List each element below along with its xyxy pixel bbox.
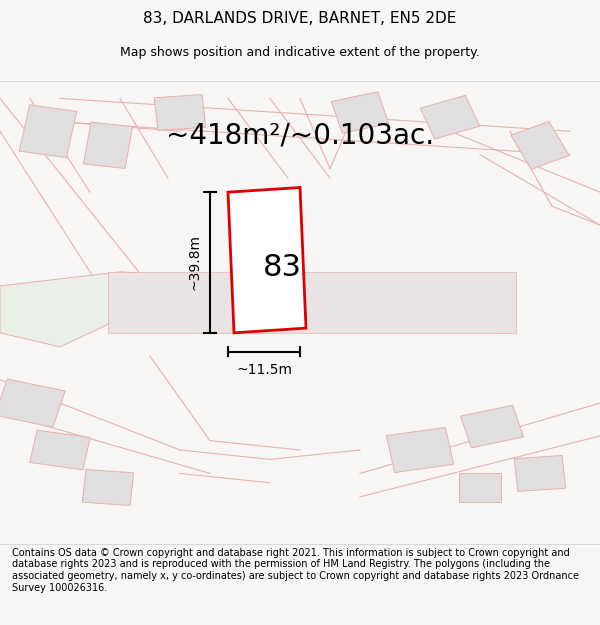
Text: ~418m²/~0.103ac.: ~418m²/~0.103ac. [166,122,434,150]
FancyBboxPatch shape [0,75,600,544]
Polygon shape [82,469,134,506]
Polygon shape [331,92,389,133]
Text: Map shows position and indicative extent of the property.: Map shows position and indicative extent… [120,46,480,59]
Polygon shape [0,272,120,347]
Text: 83: 83 [263,253,302,282]
Polygon shape [19,105,77,158]
Polygon shape [0,379,65,428]
Polygon shape [386,428,454,472]
Text: Contains OS data © Crown copyright and database right 2021. This information is : Contains OS data © Crown copyright and d… [12,548,579,592]
Polygon shape [420,96,480,139]
Polygon shape [154,94,206,131]
Polygon shape [514,456,566,491]
Polygon shape [460,405,524,448]
Text: ~39.8m: ~39.8m [188,234,202,291]
Polygon shape [459,474,501,501]
Polygon shape [30,430,90,470]
Text: 83, DARLANDS DRIVE, BARNET, EN5 2DE: 83, DARLANDS DRIVE, BARNET, EN5 2DE [143,11,457,26]
Polygon shape [83,122,133,169]
FancyBboxPatch shape [108,272,516,332]
Polygon shape [511,121,569,169]
Polygon shape [228,188,306,332]
Text: ~11.5m: ~11.5m [236,363,292,378]
